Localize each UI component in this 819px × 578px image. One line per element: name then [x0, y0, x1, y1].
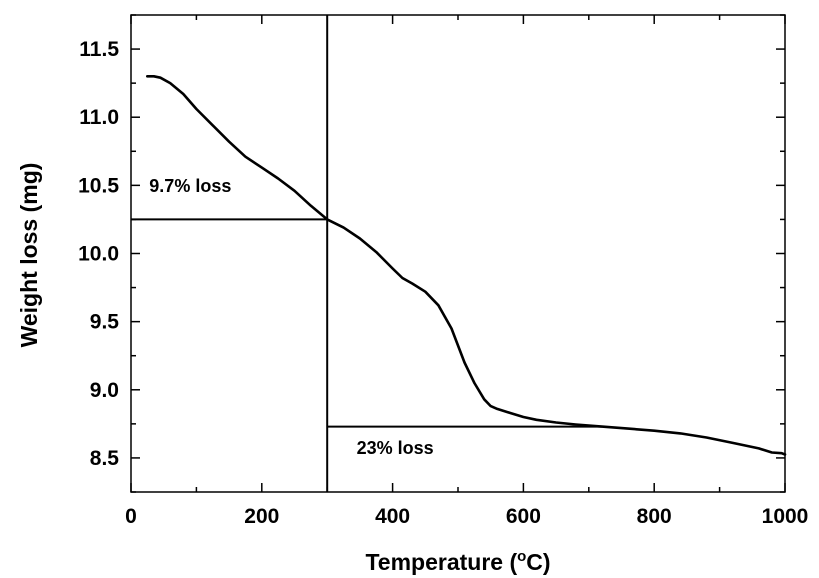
x-tick-label: 200 — [244, 505, 279, 528]
x-tick-label: 1000 — [762, 505, 809, 528]
y-axis-title: Weight loss (mg) — [16, 163, 42, 348]
y-tick-label: 10.5 — [78, 174, 119, 197]
y-tick-label: 11.0 — [79, 106, 119, 129]
annotation-label: 23% loss — [357, 438, 434, 458]
y-tick-label: 9.5 — [90, 311, 120, 334]
annotations: 9.7% loss 23% loss — [149, 176, 433, 458]
annotation-label: 9.7% loss — [149, 176, 231, 196]
x-tick-label: 400 — [375, 505, 410, 528]
axis-tick-labels: 0 200 400 600 800 1000 8.5 9.0 9.5 10.0 10.5 11.0 11… — [78, 38, 808, 528]
x-tick-label: 800 — [637, 505, 672, 528]
x-axis-title: Temperature (oC) — [365, 548, 550, 575]
weight-loss-curve — [146, 75, 787, 456]
x-tick-label: 600 — [506, 505, 541, 528]
y-tick-label: 9.0 — [90, 379, 119, 402]
axis-ticks — [130, 14, 786, 493]
plot-frame — [130, 14, 786, 493]
x-tick-label: 0 — [125, 505, 137, 528]
reference-lines — [131, 15, 602, 492]
y-tick-label: 8.5 — [90, 447, 120, 470]
y-tick-label: 11.5 — [79, 38, 119, 61]
y-tick-label: 10.0 — [78, 243, 119, 266]
